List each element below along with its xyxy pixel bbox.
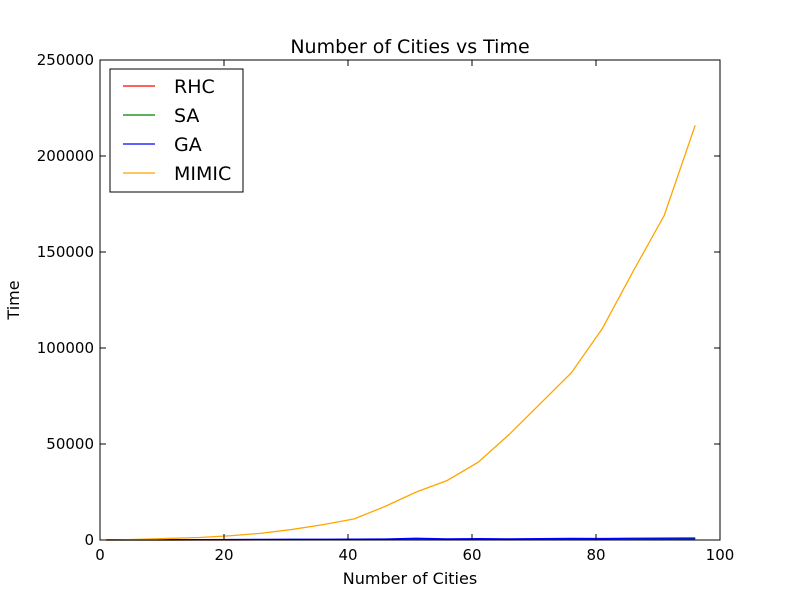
x-tick-label: 40	[338, 546, 357, 564]
legend-frame	[109, 68, 244, 193]
x-tick-label: 20	[214, 546, 233, 564]
y-tick-label: 100000	[37, 339, 94, 357]
ticks: 0 20 40 60 80 100 0 50000 100000 150000 200000 2500…	[37, 51, 735, 564]
x-tick-label: 0	[95, 546, 105, 564]
x-axis-label: Number of Cities	[343, 569, 477, 588]
series-line-mimic	[106, 125, 696, 541]
legend-label-sa: SA	[174, 105, 199, 127]
legend: RHC SA GA MIMIC	[109, 68, 244, 193]
y-tick-label: 150000	[37, 243, 94, 261]
legend-label-ga: GA	[174, 134, 202, 156]
y-tick-label: 50000	[46, 435, 94, 453]
legend-label-mimic: MIMIC	[174, 163, 231, 185]
plot-frame	[99, 59, 721, 541]
y-tick-label: 200000	[37, 147, 94, 165]
y-tick-label: 0	[84, 531, 94, 549]
x-tick-label: 80	[586, 546, 605, 564]
x-tick-label: 60	[462, 546, 481, 564]
y-axis-label: Time	[4, 280, 23, 320]
y-tick-label: 250000	[37, 51, 94, 69]
chart-title: Number of Cities vs Time	[290, 36, 529, 58]
legend-label-rhc: RHC	[174, 76, 215, 98]
x-tick-label: 100	[706, 546, 735, 564]
